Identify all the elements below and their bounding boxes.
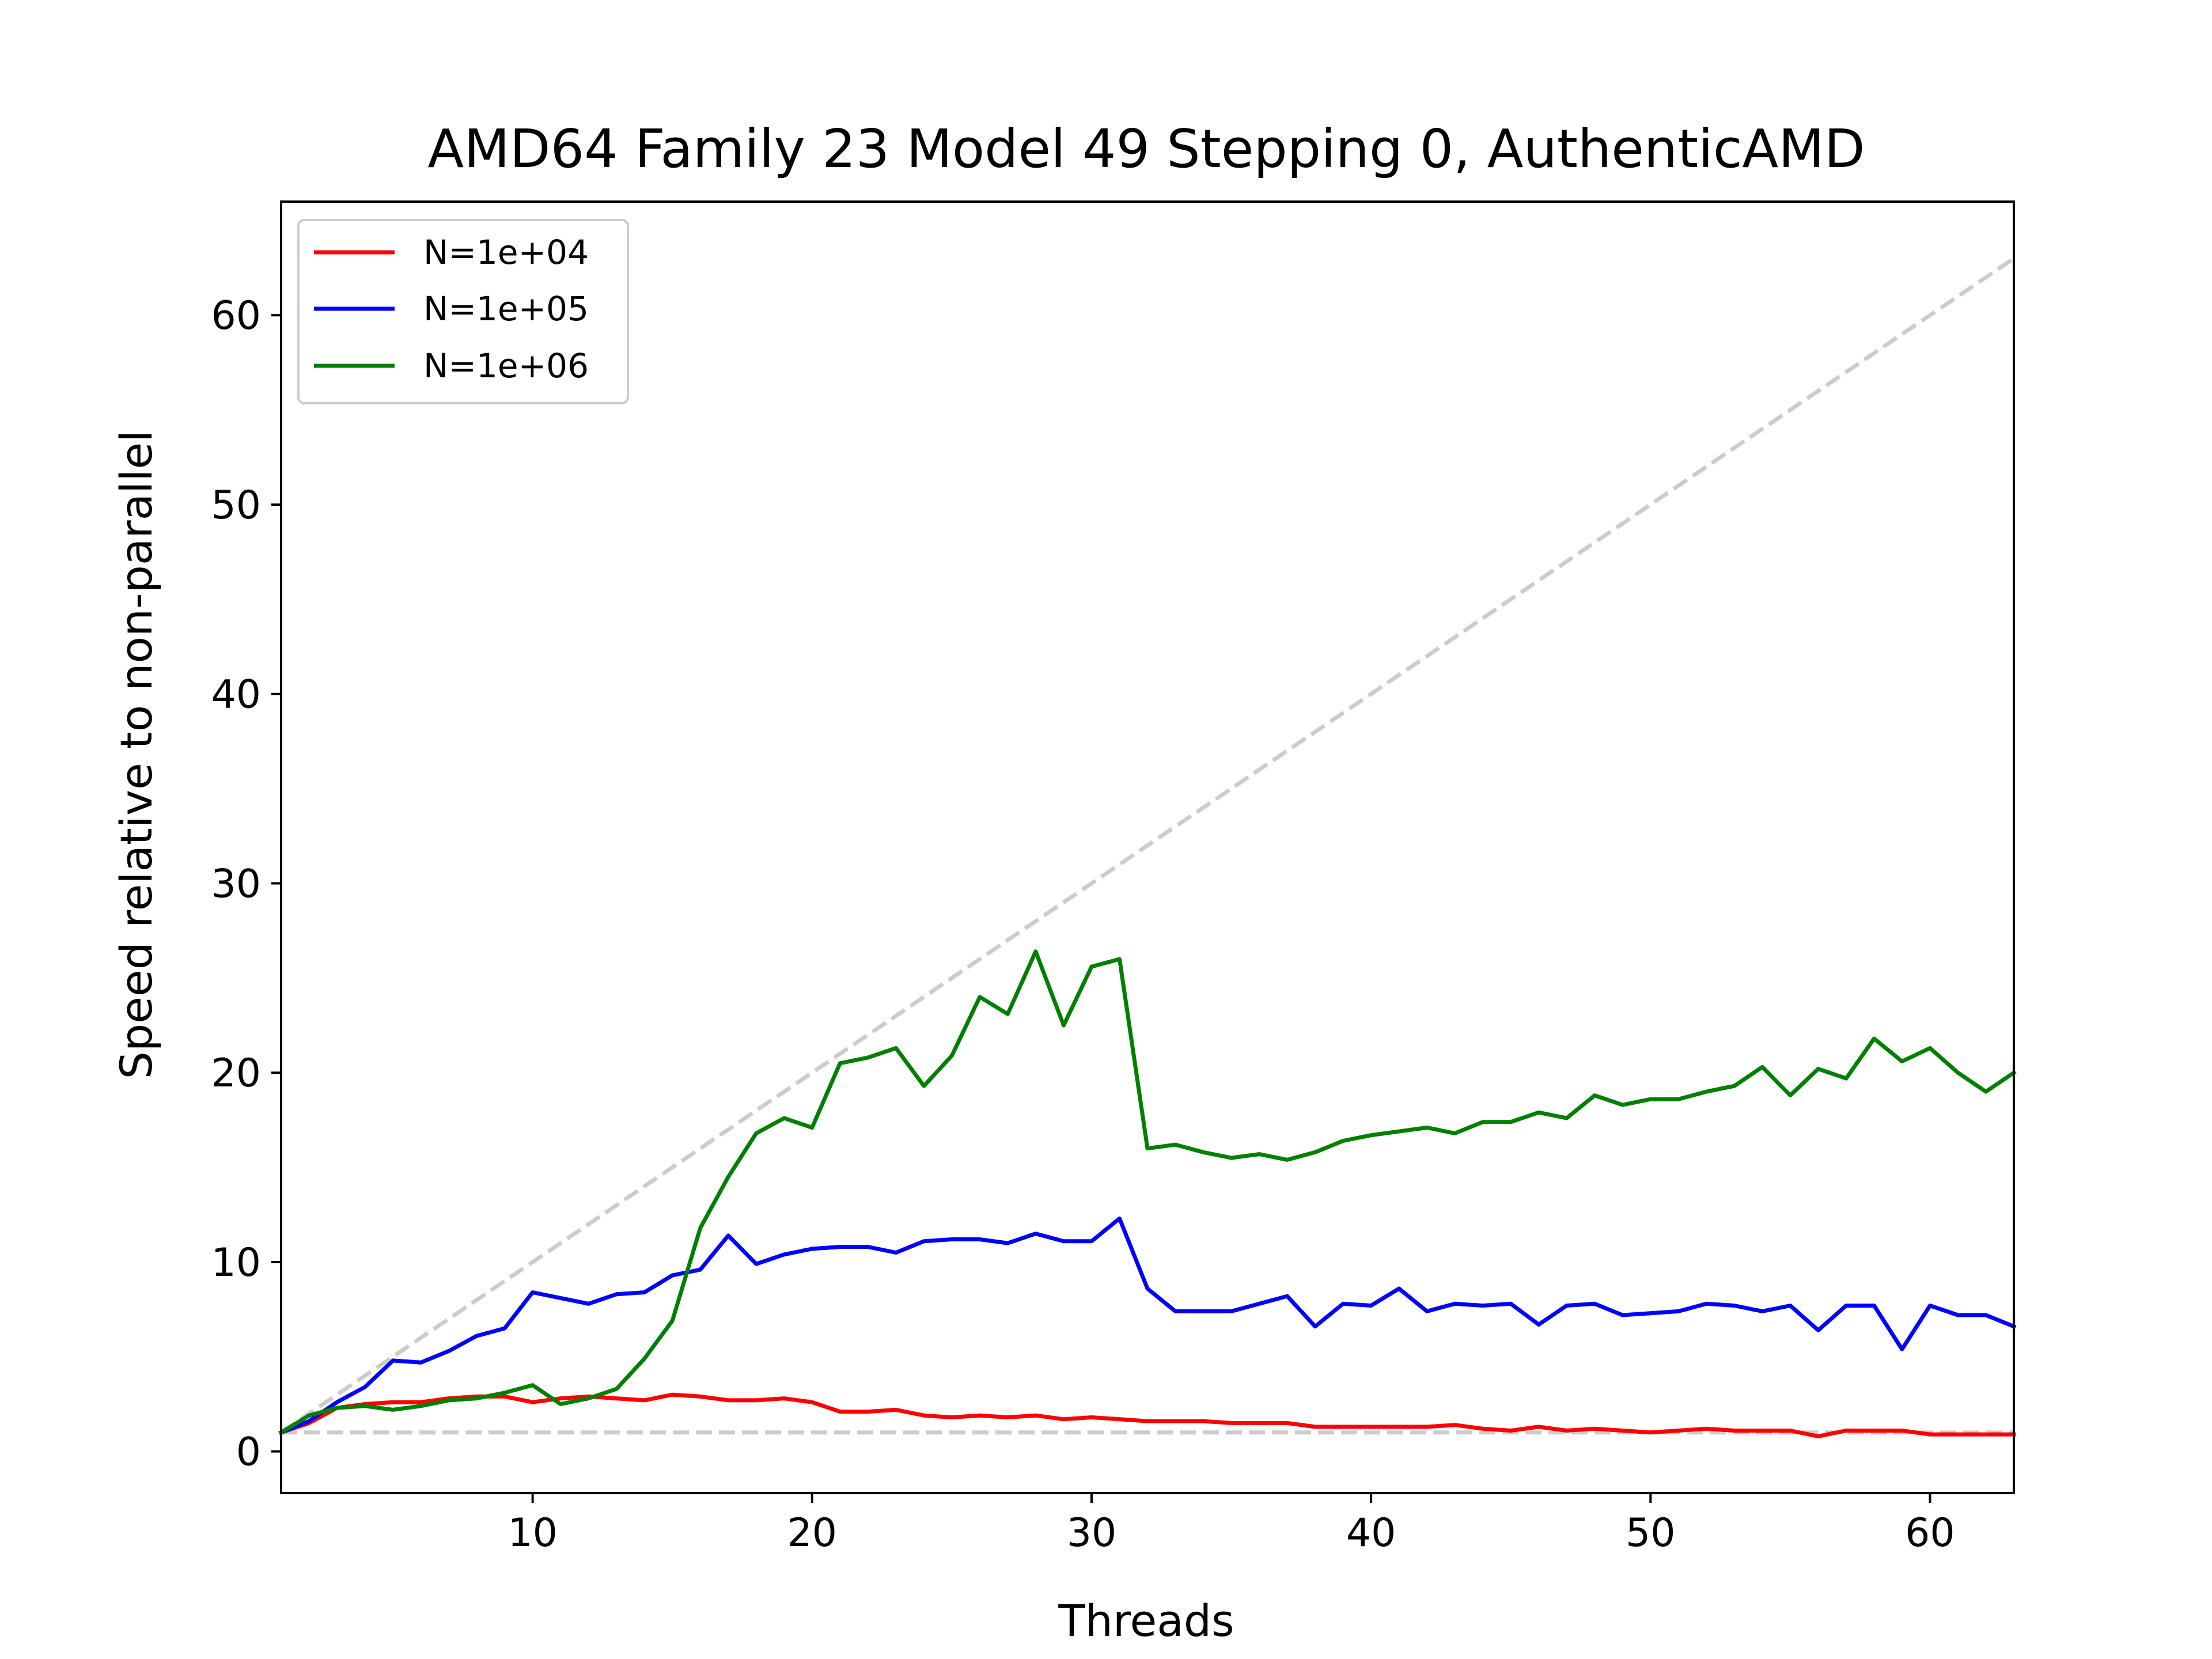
x-tick-label: 10 — [507, 1510, 558, 1556]
series-line-3 — [278, 949, 2017, 1435]
legend-label-3: N=1e+06 — [423, 346, 589, 385]
legend-label-2: N=1e+05 — [423, 289, 589, 328]
y-tick-label: 50 — [211, 483, 261, 528]
x-tick-label: 20 — [787, 1510, 838, 1556]
x-tick-label: 50 — [1626, 1510, 1676, 1556]
series-layer — [278, 256, 2017, 1438]
chart-title: AMD64 Family 23 Model 49 Stepping 0, Aut… — [427, 118, 1865, 180]
x-tick-label: 30 — [1067, 1510, 1117, 1556]
x-axis-ticks: 10 20 30 40 50 60 — [507, 1493, 1955, 1556]
x-tick-label: 40 — [1346, 1510, 1396, 1556]
y-tick-label: 40 — [211, 672, 261, 718]
y-axis-ticks: 0 10 20 30 40 50 60 — [211, 293, 281, 1475]
legend-frame — [297, 219, 629, 404]
plot-frame — [280, 200, 2015, 1494]
legend-label-1: N=1e+04 — [423, 233, 589, 272]
plot-area — [278, 200, 2017, 1494]
y-tick-label: 60 — [211, 293, 261, 339]
y-tick-label: 0 — [236, 1430, 261, 1475]
y-tick-label: 20 — [211, 1051, 261, 1096]
series-line-1 — [278, 1392, 2016, 1438]
series-line-2 — [278, 1216, 2017, 1435]
x-axis-label: Threads — [1058, 1595, 1234, 1646]
legend: N=1e+04 N=1e+05 N=1e+06 — [297, 219, 629, 404]
y-axis-label: Speed relative to non-parallel — [111, 430, 162, 1080]
y-tick-label: 30 — [211, 861, 261, 907]
x-tick-label: 60 — [1905, 1510, 1955, 1556]
y-tick-label: 10 — [211, 1240, 261, 1286]
reference-line-3 — [280, 256, 2015, 1434]
